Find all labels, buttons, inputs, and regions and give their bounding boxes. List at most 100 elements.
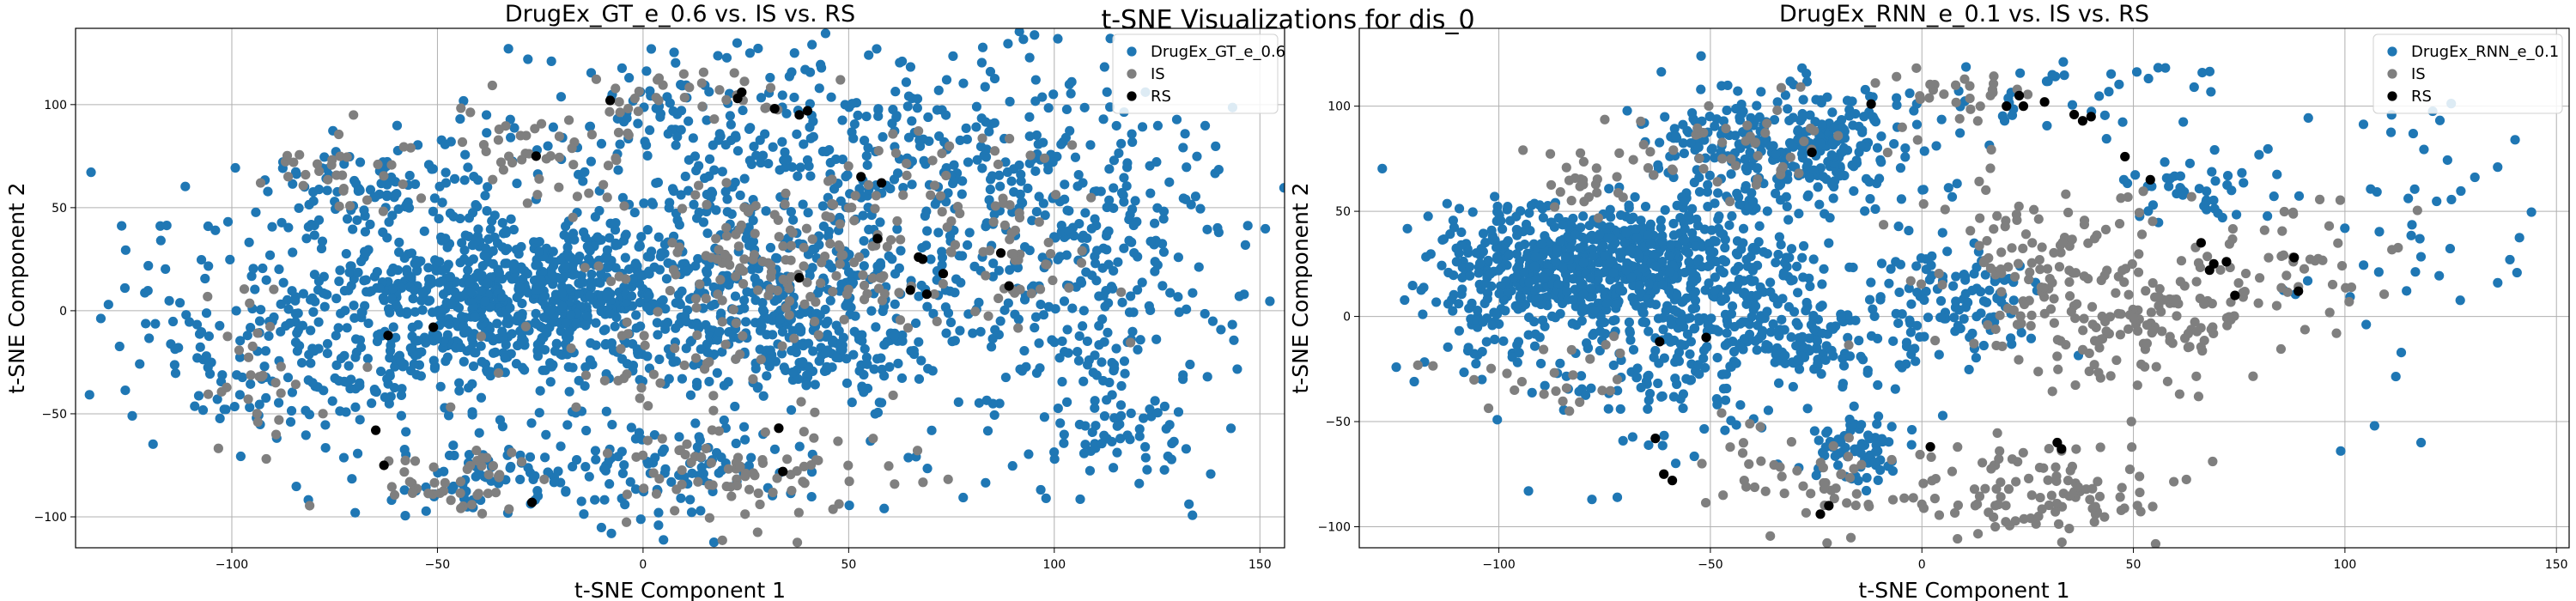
data-point (1782, 201, 1792, 212)
data-point (828, 287, 838, 297)
data-point (702, 115, 712, 125)
data-point (464, 231, 474, 242)
data-point (353, 185, 363, 197)
data-point (1124, 307, 1135, 318)
data-point (519, 365, 530, 375)
data-point (1109, 265, 1119, 276)
data-point (1202, 372, 1212, 382)
data-point (244, 237, 254, 247)
data-point (481, 110, 492, 120)
data-point (349, 313, 360, 323)
data-point (283, 172, 294, 182)
data-point (1978, 340, 1989, 351)
data-point (605, 233, 615, 243)
data-point (977, 42, 988, 52)
data-point (1815, 301, 1826, 313)
data-point (395, 355, 406, 367)
data-point (1722, 383, 1732, 394)
data-point (943, 474, 953, 484)
data-point (681, 317, 692, 327)
data-point (774, 232, 784, 242)
series-DrugEx_RNN_e_0.1 (1377, 51, 2537, 505)
data-point (349, 300, 359, 311)
data-point (623, 103, 634, 114)
data-point (690, 418, 701, 428)
data-point (1261, 223, 1271, 234)
data-point (712, 254, 722, 264)
data-point (1076, 258, 1087, 268)
data-point (322, 185, 332, 196)
data-point (568, 212, 578, 222)
data-point (912, 94, 923, 104)
data-point (704, 513, 714, 523)
data-point (255, 178, 266, 188)
data-point (254, 399, 264, 410)
data-point (940, 110, 951, 120)
data-point (639, 198, 649, 209)
data-point (680, 449, 690, 460)
data-point (763, 290, 774, 300)
data-point (717, 347, 727, 357)
data-point (580, 362, 591, 373)
data-point (2254, 149, 2264, 160)
data-point (1627, 432, 1637, 442)
data-point (1038, 198, 1048, 209)
data-point (334, 276, 344, 287)
data-point (558, 272, 568, 282)
data-point (655, 378, 665, 388)
data-point (691, 377, 702, 388)
data-point (2007, 110, 2018, 120)
data-point (1116, 188, 1127, 198)
data-point (495, 157, 507, 167)
data-point (294, 203, 304, 213)
data-point (1636, 288, 1646, 298)
data-point (590, 211, 600, 222)
data-point (943, 188, 953, 198)
data-point (823, 176, 834, 186)
data-point (1463, 343, 1473, 353)
data-point (204, 331, 214, 342)
data-point (957, 189, 967, 199)
data-point (548, 246, 558, 257)
data-point (1850, 446, 1860, 457)
data-point (1657, 231, 1668, 241)
data-point (957, 176, 968, 186)
data-point (1076, 277, 1087, 288)
data-point (346, 374, 356, 385)
data-point (1873, 475, 1883, 485)
data-point (2164, 181, 2174, 191)
data-point (1951, 296, 1961, 307)
data-point (1999, 116, 2010, 126)
data-point (501, 226, 511, 236)
data-point (1874, 173, 1885, 184)
data-point (1511, 249, 1522, 259)
data-point (823, 316, 833, 326)
data-point (1974, 491, 1985, 501)
data-point (941, 75, 952, 85)
data-point (903, 132, 914, 143)
data-point (679, 92, 690, 103)
data-point (849, 216, 860, 226)
data-point (1099, 337, 1109, 347)
data-point (467, 334, 477, 344)
data-point (995, 248, 1006, 258)
data-point (999, 305, 1010, 315)
data-point (739, 254, 750, 264)
data-point (319, 301, 330, 312)
data-point (1041, 493, 1051, 503)
data-point (562, 242, 573, 252)
data-point (155, 235, 166, 246)
data-point (836, 250, 847, 261)
data-point (386, 172, 397, 183)
data-point (1456, 227, 1467, 238)
data-point (717, 317, 727, 327)
data-point (543, 141, 553, 151)
data-point (645, 86, 655, 96)
data-point (974, 398, 984, 408)
data-point (914, 337, 924, 347)
data-point (840, 100, 850, 110)
data-point (1697, 116, 1707, 126)
data-point (490, 488, 501, 498)
data-point (794, 309, 805, 319)
data-point (1161, 423, 1171, 434)
